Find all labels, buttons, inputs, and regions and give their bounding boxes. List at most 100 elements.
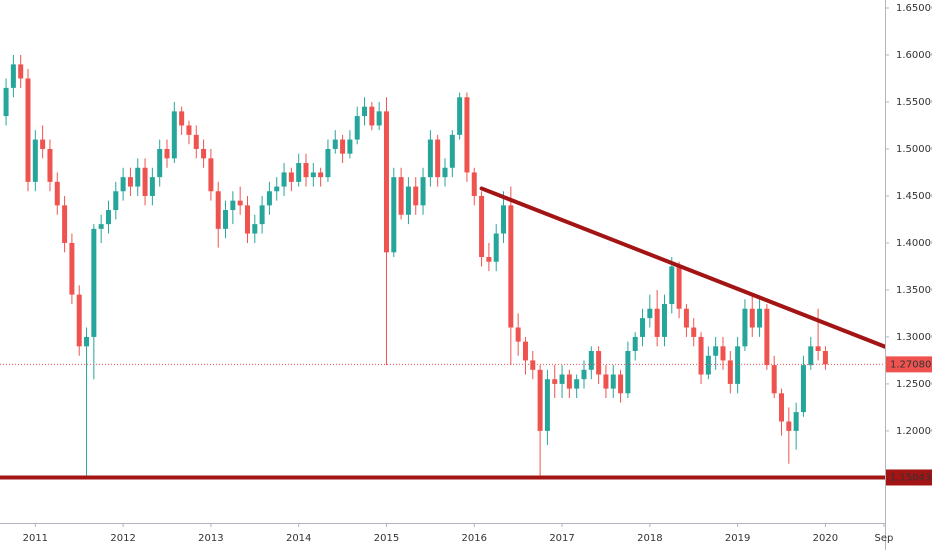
candle-body: [420, 177, 426, 206]
candle-body: [10, 64, 16, 88]
candle-body: [266, 191, 272, 206]
candle-body: [25, 78, 31, 182]
candle-body: [201, 148, 207, 159]
candle-body: [347, 139, 353, 154]
candle-body: [742, 308, 748, 347]
candle-body: [171, 111, 177, 159]
x-tick-label: 2017: [549, 533, 574, 544]
y-tick-label: 1.60000: [896, 50, 932, 61]
candle-body: [281, 172, 287, 187]
candle-body: [808, 346, 814, 366]
candle-body: [552, 379, 558, 384]
candle-body: [98, 224, 104, 229]
candle-body: [208, 158, 214, 192]
candle-body: [391, 177, 397, 253]
candle-body: [186, 125, 192, 135]
candle-body: [435, 139, 441, 178]
candle-body: [815, 346, 821, 352]
candle-body: [18, 64, 24, 79]
candle-body: [54, 181, 60, 206]
candle-body: [303, 163, 309, 178]
candle-body: [501, 205, 507, 234]
candle-body: [669, 266, 675, 305]
candle-body: [603, 374, 609, 389]
candle-body: [588, 351, 594, 370]
candle-body: [522, 341, 528, 361]
candle-body: [383, 111, 389, 253]
x-tick-label: 2020: [813, 533, 838, 544]
candle-body: [40, 139, 46, 149]
y-tick-label: 1.50000: [896, 144, 932, 155]
candle-body: [332, 139, 338, 149]
candle-body: [735, 346, 741, 384]
candle-body: [793, 412, 799, 431]
candle-body: [157, 148, 163, 178]
candle-body: [596, 351, 602, 375]
candle-body: [340, 139, 346, 154]
candle-body: [223, 210, 229, 229]
x-tick-label: 2015: [374, 533, 399, 544]
candle-body: [230, 200, 236, 211]
x-tick-label: 2019: [725, 533, 750, 544]
candle-body: [457, 97, 463, 135]
current-price-tag: [886, 356, 932, 373]
candle-body: [683, 308, 689, 328]
candle-body: [62, 205, 68, 243]
x-tick-label: 2016: [462, 533, 487, 544]
candle-body: [91, 228, 97, 337]
y-tick-label: 1.35000: [896, 285, 932, 296]
y-tick-label: 1.65000: [896, 3, 932, 14]
y-tick-label: 1.25000: [896, 379, 932, 390]
candle-body: [771, 365, 777, 394]
axes: 1.65000 1.60000 1.55000 1.50000 1.45000 1.400…: [23, 3, 932, 544]
candle-body: [179, 111, 185, 126]
candle-body: [398, 177, 404, 215]
candle-body: [486, 257, 492, 262]
candle-body: [274, 186, 280, 192]
trendline: [479, 186, 885, 349]
y-tick-label: 1.55000: [896, 97, 932, 108]
candle-body: [625, 351, 631, 394]
candle-body: [113, 191, 119, 211]
candle-body: [310, 172, 316, 178]
candle-body: [705, 355, 711, 375]
candle-body: [252, 224, 258, 234]
plot-area: [0, 54, 885, 480]
candle-body: [369, 106, 375, 126]
candle-body: [449, 134, 455, 168]
candle-body: [296, 163, 302, 182]
candle-body: [654, 308, 660, 337]
candle-body: [764, 308, 770, 366]
candle-body: [442, 167, 448, 178]
candle-body: [362, 106, 368, 117]
candle-body: [640, 318, 646, 337]
candle-body: [127, 177, 133, 187]
candle-body: [32, 139, 38, 182]
x-tick-label: 2014: [286, 533, 311, 544]
support-tag: [886, 469, 932, 486]
candle-body: [566, 374, 572, 389]
candle-body: [427, 139, 433, 178]
candle-body: [822, 351, 828, 365]
candle-body: [405, 186, 411, 215]
candle-body: [193, 134, 199, 149]
candle-body: [515, 327, 521, 342]
candle-body: [720, 346, 726, 361]
candle-body: [779, 393, 785, 422]
candle-body: [471, 172, 477, 196]
current-price-label: 1.27080: [890, 359, 931, 370]
candle-body: [376, 111, 382, 126]
candle-body: [632, 336, 638, 352]
candle-body: [537, 369, 543, 431]
candle-body: [530, 360, 536, 370]
candle-body: [647, 308, 653, 319]
candle-body: [215, 191, 221, 229]
candle-body: [713, 346, 719, 356]
candle-body: [581, 369, 587, 380]
candle-body: [164, 148, 170, 159]
candle-body: [508, 205, 514, 328]
candle-body: [354, 116, 360, 140]
y-tick-label: 1.20000: [896, 426, 932, 437]
x-tick-label: 2018: [637, 533, 662, 544]
candle-body: [610, 374, 616, 389]
